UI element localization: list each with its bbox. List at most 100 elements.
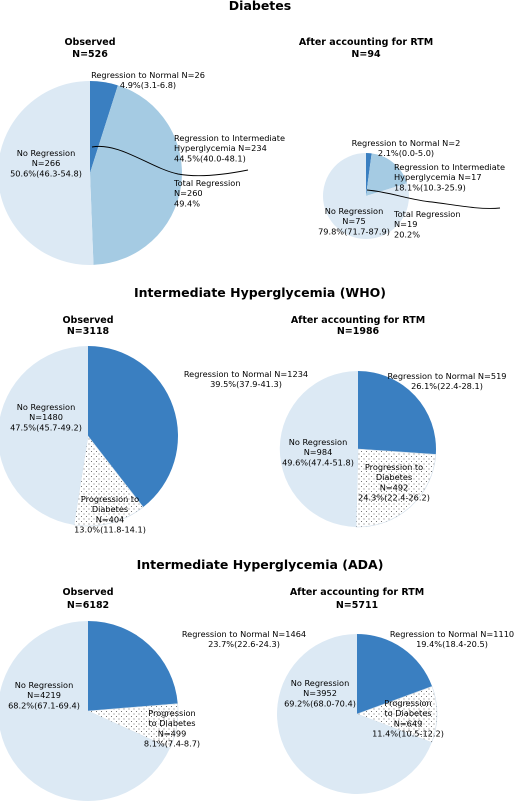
slice-label-progression-to-diabetes-line: to Diabetes bbox=[148, 718, 195, 728]
slice-label-progression-to-diabetes-line: 8.1%(7.4-8.7) bbox=[144, 739, 200, 749]
total-regression-label-line: Total Regression bbox=[173, 178, 241, 188]
slice-label-regression-to-normal-line: Regression to Normal N=1464 bbox=[182, 629, 306, 639]
chart-sample-size: N=6182 bbox=[67, 600, 109, 611]
slice-label-no-regression: No Regression N=75 79.8%(71.7-87.9) bbox=[318, 206, 390, 236]
slice-label-no-regression: No Regression N=1480 47.5%(45.7-49.2) bbox=[10, 402, 82, 432]
slice-label-progression-to-diabetes-line: N=492 bbox=[380, 482, 409, 492]
slice-label-no-regression-line: N=75 bbox=[342, 216, 365, 226]
chart-sample-size: N=5711 bbox=[336, 600, 378, 611]
slice-label-no-regression-line: No Regression bbox=[17, 402, 76, 412]
slice-label-no-regression-line: N=3952 bbox=[303, 688, 337, 698]
slice-label-regression-to-normal-line: 4.9%(3.1-6.8) bbox=[120, 80, 176, 90]
pie-slice-regression-to-intermediate bbox=[366, 153, 408, 196]
section-title-ih-who: Intermediate Hyperglycemia (WHO) bbox=[134, 285, 386, 300]
slice-label-no-regression-line: N=1480 bbox=[29, 412, 63, 422]
pie-slice-regression-to-normal bbox=[88, 346, 178, 508]
slice-label-progression-to-diabetes-line: N=499 bbox=[158, 728, 187, 738]
pie-slice-no-regression bbox=[277, 634, 432, 794]
slice-label-progression-to-diabetes-line: Progression bbox=[384, 698, 431, 708]
pie-slice-no-regression bbox=[322, 153, 409, 240]
pie-slice-regression-to-intermediate bbox=[90, 85, 182, 265]
slice-label-progression-to-diabetes-line: Progression bbox=[148, 708, 195, 718]
chart-title: Observed bbox=[64, 37, 115, 48]
slice-label-no-regression-line: 68.2%(67.1-69.4) bbox=[8, 700, 80, 710]
pie-slice-regression-to-normal bbox=[90, 81, 118, 173]
slice-label-regression-to-intermediate-line: Regression to Intermediate bbox=[174, 133, 285, 143]
chart-title: After accounting for RTM bbox=[299, 37, 433, 48]
chart-sample-size: N=526 bbox=[72, 49, 108, 60]
slice-label-progression-to-diabetes: Progression to Diabetes N=649 11.4%(10.5-12… bbox=[372, 698, 444, 739]
pie-chart-4: Observed N=6182 bbox=[0, 587, 179, 801]
slice-label-regression-to-normal-line: 39.5%(37.9-41.3) bbox=[210, 379, 282, 389]
slice-label-no-regression-line: 47.5%(45.7-49.2) bbox=[10, 422, 82, 432]
slice-label-regression-to-normal: Regression to Normal N=1464 23.7%(22.6-24… bbox=[182, 629, 306, 649]
chart-title: Observed bbox=[62, 587, 113, 598]
pie-slice-progression-to-diabetes bbox=[73, 435, 144, 527]
slice-label-no-regression: No Regression N=4219 68.2%(67.1-69.4) bbox=[8, 680, 80, 710]
slice-label-progression-to-diabetes-line: N=649 bbox=[394, 718, 423, 728]
slice-label-regression-to-normal: Regression to Normal N=1110 19.4%(18.4-20… bbox=[390, 629, 514, 649]
pie-slice-regression-to-normal bbox=[357, 634, 433, 714]
slice-label-regression-to-normal: Regression to Normal N=26 4.9%(3.1-6.8) bbox=[91, 70, 205, 90]
slice-label-regression-to-normal-line: Regression to Normal N=2 bbox=[352, 138, 461, 148]
slice-label-regression-to-intermediate-line: 44.5%(40.0-48.1) bbox=[174, 153, 246, 163]
slice-label-regression-to-normal: Regression to Normal N=519 26.1%(22.4-28.… bbox=[387, 371, 506, 391]
pie-slice-regression-to-normal bbox=[358, 371, 436, 455]
slice-label-progression-to-diabetes-line: 24.3%(22.4-26.2) bbox=[358, 493, 430, 503]
slice-label-no-regression-line: 79.8%(71.7-87.9) bbox=[318, 226, 390, 236]
slice-label-no-regression: No Regression N=3952 69.2%(68.0-70.4) bbox=[284, 678, 356, 708]
slice-label-no-regression-line: No Regression bbox=[325, 206, 384, 216]
slice-label-regression-to-intermediate-line: Regression to Intermediate bbox=[394, 162, 505, 172]
slice-label-no-regression-line: N=4219 bbox=[27, 690, 61, 700]
slice-label-progression-to-diabetes: Progression to Diabetes N=499 8.1%(7.4-8.7) bbox=[144, 708, 200, 749]
total-regression-label: Total Regression N=19 20.2% bbox=[393, 209, 461, 239]
slice-label-regression-to-intermediate-line: 18.1%(10.3-25.9) bbox=[394, 182, 466, 192]
total-regression-label: Total Regression N=260 49.4% bbox=[173, 178, 241, 208]
slice-label-regression-to-normal-line: Regression to Normal N=26 bbox=[91, 70, 205, 80]
total-regression-label-line: Total Regression bbox=[393, 209, 461, 219]
slice-label-regression-to-normal: Regression to Normal N=1234 39.5%(37.9-41… bbox=[184, 369, 308, 389]
pie-slice-regression-to-normal bbox=[88, 621, 178, 711]
slice-label-regression-to-normal-line: Regression to Normal N=1234 bbox=[184, 369, 308, 379]
slice-label-no-regression-line: 69.2%(68.0-70.4) bbox=[284, 698, 356, 708]
slice-label-regression-to-normal-line: 19.4%(18.4-20.5) bbox=[416, 639, 488, 649]
slice-label-progression-to-diabetes-line: Progression to bbox=[365, 462, 423, 472]
slice-label-regression-to-intermediate-line: Hyperglycemia N=17 bbox=[394, 172, 482, 182]
slice-label-progression-to-diabetes-line: to Diabetes bbox=[384, 708, 431, 718]
slice-label-no-regression-line: 50.6%(46.3-54.8) bbox=[10, 168, 82, 178]
slice-label-regression-to-normal-line: 26.1%(22.4-28.1) bbox=[411, 381, 483, 391]
pie-slice-no-regression bbox=[0, 81, 94, 265]
pie-slice-no-regression bbox=[279, 370, 358, 527]
slice-label-no-regression-line: No Regression bbox=[289, 437, 348, 447]
slice-label-no-regression-line: 49.6%(47.4-51.8) bbox=[282, 457, 354, 467]
chart-sample-size: N=94 bbox=[351, 49, 381, 60]
slice-label-progression-to-diabetes-line: Diabetes bbox=[376, 472, 412, 482]
slice-label-no-regression-line: No Regression bbox=[17, 148, 76, 158]
slice-label-regression-to-normal: Regression to Normal N=2 2.1%(0.0-5.0) bbox=[352, 138, 461, 158]
section-title-diabetes: Diabetes bbox=[229, 0, 291, 13]
slice-label-regression-to-intermediate-line: Hyperglycemia N=234 bbox=[174, 143, 267, 153]
slice-label-progression-to-diabetes-line: 13.0%(11.8-14.1) bbox=[74, 525, 146, 535]
slice-label-progression-to-diabetes-line: Progression to bbox=[81, 494, 139, 504]
slice-label-no-regression-line: N=984 bbox=[304, 447, 333, 457]
slice-label-regression-to-normal-line: 2.1%(0.0-5.0) bbox=[378, 148, 434, 158]
slice-label-progression-to-diabetes: Progression to Diabetes N=492 24.3%(22.4-26… bbox=[358, 462, 430, 503]
total-regression-label-line: N=19 bbox=[394, 219, 417, 229]
slice-label-progression-to-diabetes: Progression to Diabetes N=404 13.0%(11.8-14… bbox=[74, 494, 146, 535]
pie-slice-regression-to-normal bbox=[366, 152, 372, 196]
pie-slice-no-regression bbox=[0, 346, 88, 525]
slice-label-regression-to-normal-line: Regression to Normal N=519 bbox=[387, 371, 506, 381]
total-regression-label-line: 49.4% bbox=[174, 198, 200, 208]
pie-chart-5: After accounting for RTM N=5711 bbox=[277, 587, 438, 794]
chart-title: After accounting for RTM bbox=[290, 587, 424, 598]
slice-label-regression-to-intermediate: Regression to Intermediate Hyperglycemia … bbox=[394, 162, 505, 192]
pie-slice-progression-to-diabetes bbox=[86, 703, 179, 749]
slice-label-progression-to-diabetes-line: N=404 bbox=[96, 514, 125, 524]
pie-slice-no-regression bbox=[0, 621, 170, 801]
slice-label-progression-to-diabetes-line: 11.4%(10.5-12.2) bbox=[372, 729, 444, 739]
